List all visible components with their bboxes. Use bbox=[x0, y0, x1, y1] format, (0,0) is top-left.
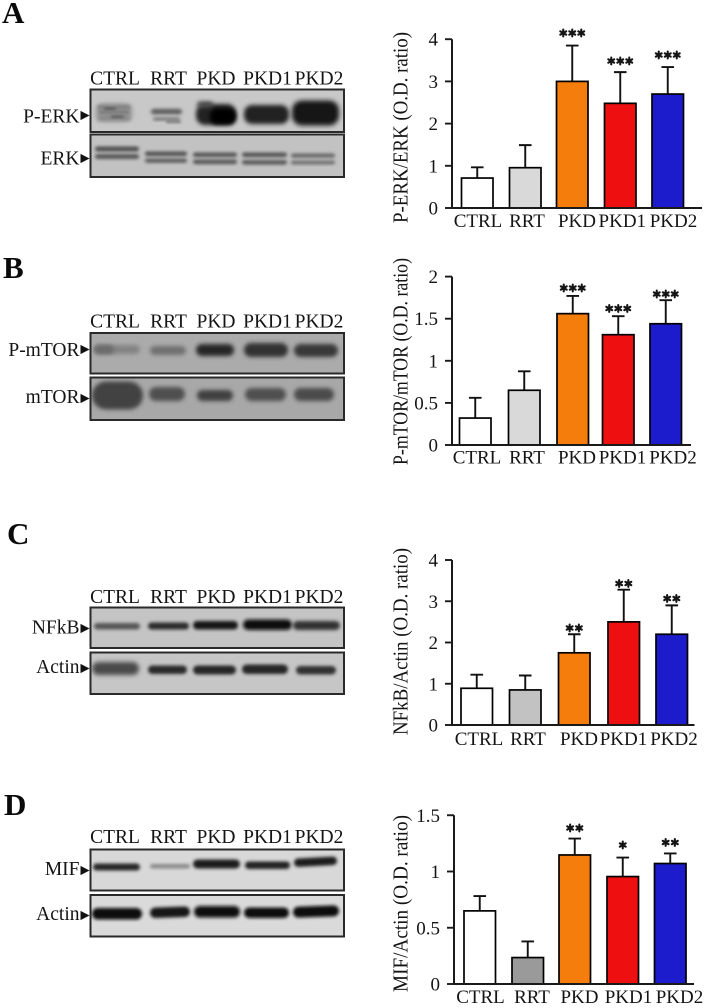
svg-text:PKD1: PKD1 bbox=[599, 448, 647, 469]
svg-text:2: 2 bbox=[429, 267, 439, 288]
svg-text:B: B bbox=[3, 250, 24, 285]
svg-text:PKD: PKD bbox=[558, 448, 596, 469]
svg-text:P-ERK: P-ERK bbox=[23, 107, 79, 128]
svg-text:PKD1: PKD1 bbox=[243, 827, 292, 848]
svg-text:PKD: PKD bbox=[560, 729, 598, 750]
svg-text:PKD2: PKD2 bbox=[295, 69, 344, 90]
svg-text:P-mTOR/mTOR (O.D. ratio): P-mTOR/mTOR (O.D. ratio) bbox=[389, 258, 413, 465]
svg-text:RRT: RRT bbox=[510, 729, 546, 750]
svg-text:CTRL: CTRL bbox=[454, 211, 503, 232]
svg-text:RRT: RRT bbox=[150, 312, 187, 333]
svg-text:PKD2: PKD2 bbox=[650, 729, 698, 750]
svg-text:PKD: PKD bbox=[196, 312, 235, 333]
svg-text:NFkB/Actin (O.D. ratio): NFkB/Actin (O.D. ratio) bbox=[389, 548, 413, 735]
svg-text:CTRL: CTRL bbox=[90, 312, 140, 333]
svg-text:0: 0 bbox=[429, 436, 439, 457]
svg-text:A: A bbox=[2, 0, 25, 30]
svg-text:PKD2: PKD2 bbox=[656, 987, 704, 1008]
svg-text:CTRL: CTRL bbox=[90, 827, 140, 848]
svg-text:0.5: 0.5 bbox=[416, 918, 440, 939]
svg-text:P-ERK/ERK (O.D. ratio): P-ERK/ERK (O.D. ratio) bbox=[389, 32, 413, 223]
svg-text:1: 1 bbox=[431, 862, 441, 883]
svg-text:0.5: 0.5 bbox=[414, 393, 438, 414]
svg-text:PKD1: PKD1 bbox=[599, 211, 647, 232]
svg-text:3: 3 bbox=[429, 72, 439, 93]
svg-text:PKD1: PKD1 bbox=[243, 69, 292, 90]
svg-text:2: 2 bbox=[429, 114, 439, 135]
svg-text:PKD1: PKD1 bbox=[243, 312, 292, 333]
svg-text:CTRL: CTRL bbox=[455, 729, 504, 750]
svg-text:PKD2: PKD2 bbox=[649, 448, 697, 469]
svg-text:1.5: 1.5 bbox=[416, 806, 440, 827]
svg-text:CTRL: CTRL bbox=[90, 587, 140, 608]
svg-text:Actin: Actin bbox=[36, 657, 80, 678]
svg-text:PKD1: PKD1 bbox=[600, 729, 648, 750]
svg-text:0: 0 bbox=[429, 716, 439, 737]
svg-text:PKD: PKD bbox=[196, 587, 235, 608]
svg-text:CTRL: CTRL bbox=[456, 987, 505, 1008]
svg-text:PKD: PKD bbox=[558, 211, 596, 232]
svg-text:P-mTOR: P-mTOR bbox=[8, 340, 79, 361]
svg-text:NFkB: NFkB bbox=[32, 618, 80, 639]
svg-text:RRT: RRT bbox=[509, 211, 545, 232]
svg-text:3: 3 bbox=[429, 592, 439, 613]
svg-text:4: 4 bbox=[429, 551, 439, 572]
svg-text:CTRL: CTRL bbox=[453, 448, 502, 469]
svg-text:RRT: RRT bbox=[150, 827, 187, 848]
svg-text:1: 1 bbox=[429, 674, 439, 695]
svg-text:PKD: PKD bbox=[560, 987, 598, 1008]
svg-text:PKD: PKD bbox=[196, 69, 235, 90]
svg-text:mTOR: mTOR bbox=[26, 387, 80, 408]
svg-text:PKD2: PKD2 bbox=[295, 827, 344, 848]
svg-text:RRT: RRT bbox=[150, 69, 187, 90]
svg-text:MIF/Actin (O.D. ratio): MIF/Actin (O.D. ratio) bbox=[389, 815, 413, 992]
svg-text:PKD: PKD bbox=[196, 827, 235, 848]
svg-text:D: D bbox=[4, 787, 26, 822]
svg-text:RRT: RRT bbox=[514, 987, 550, 1008]
svg-text:4: 4 bbox=[429, 30, 439, 51]
svg-text:PKD1: PKD1 bbox=[605, 987, 653, 1008]
svg-text:1.5: 1.5 bbox=[414, 309, 438, 330]
svg-text:1: 1 bbox=[429, 351, 439, 372]
svg-text:1: 1 bbox=[429, 156, 439, 177]
svg-text:ERK: ERK bbox=[41, 149, 80, 170]
svg-text:2: 2 bbox=[429, 633, 439, 654]
svg-text:Actin: Actin bbox=[36, 904, 80, 925]
svg-text:RRT: RRT bbox=[150, 587, 187, 608]
svg-text:MIF: MIF bbox=[45, 859, 80, 880]
svg-text:RRT: RRT bbox=[509, 448, 545, 469]
svg-text:0: 0 bbox=[429, 199, 439, 220]
svg-text:PKD2: PKD2 bbox=[295, 587, 344, 608]
svg-text:CTRL: CTRL bbox=[90, 69, 140, 90]
svg-text:C: C bbox=[7, 516, 29, 551]
svg-text:PKD2: PKD2 bbox=[650, 211, 698, 232]
svg-text:0: 0 bbox=[431, 975, 441, 996]
svg-text:PKD1: PKD1 bbox=[243, 587, 292, 608]
svg-text:PKD2: PKD2 bbox=[295, 312, 344, 333]
